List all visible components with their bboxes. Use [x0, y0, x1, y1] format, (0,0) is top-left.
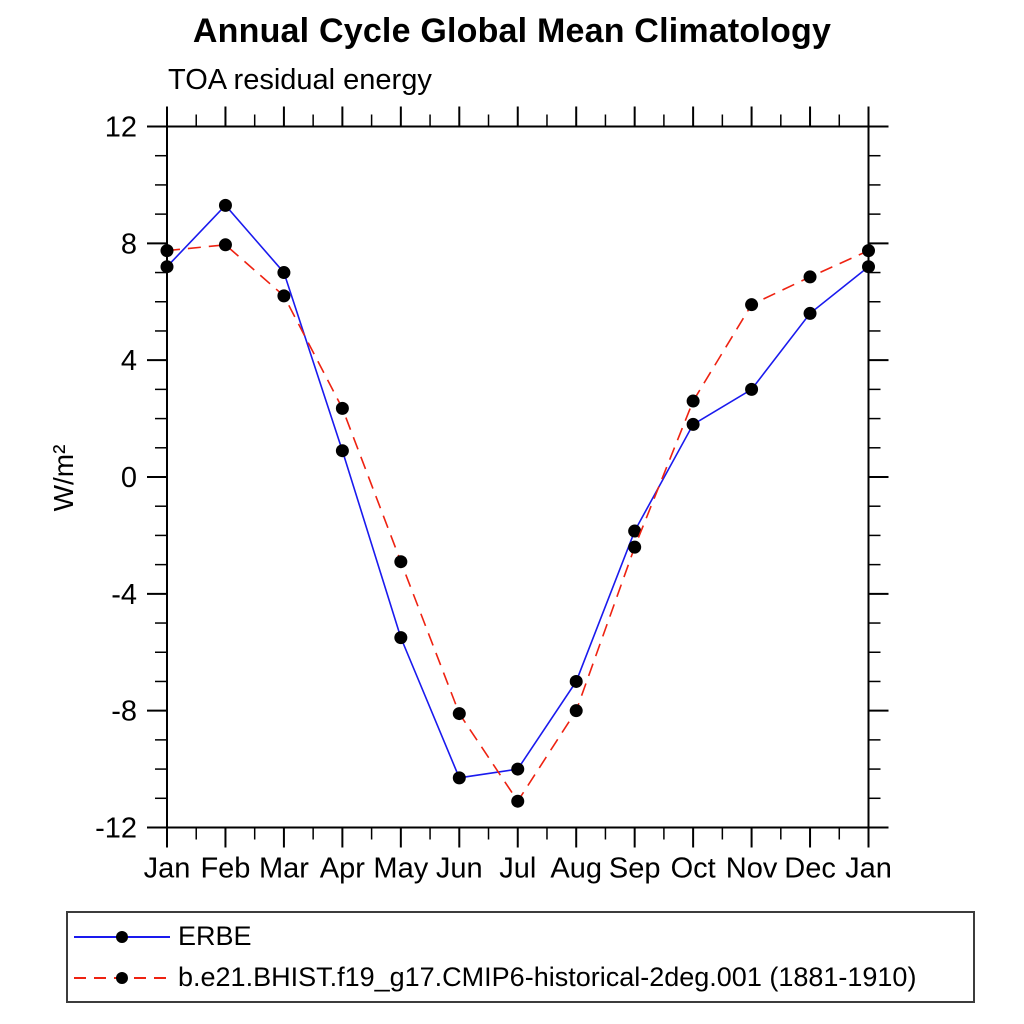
data-point	[160, 260, 174, 274]
svg-text:Dec: Dec	[784, 853, 836, 885]
svg-text:Aug: Aug	[550, 853, 602, 885]
data-point	[218, 198, 232, 212]
svg-text:Oct: Oct	[671, 853, 716, 885]
data-point	[511, 762, 525, 776]
legend-item-erbe: ERBE	[72, 916, 973, 957]
data-point	[745, 298, 759, 312]
y-ticks	[147, 125, 889, 829]
series-1	[160, 238, 875, 808]
y-tick-labels: -12 -8 -4 0 4 8 12	[95, 112, 137, 845]
svg-text:12: 12	[105, 112, 137, 144]
legend-line-sample-dashed	[74, 971, 170, 984]
chart-subtitle: TOA residual energy	[168, 64, 432, 96]
data-point	[686, 394, 700, 408]
data-point	[218, 238, 232, 252]
chart-title: Annual Cycle Global Mean Climatology	[192, 12, 832, 50]
data-point	[862, 244, 875, 258]
series-line-1	[166, 243, 869, 803]
legend-item-model: b.e21.BHIST.f19_g17.CMIP6-historical-2de…	[72, 957, 973, 998]
svg-text:Nov: Nov	[726, 853, 778, 885]
svg-text:8: 8	[121, 228, 137, 260]
legend-line-sample-solid	[74, 930, 170, 943]
data-point	[745, 382, 759, 396]
svg-text:Jan: Jan	[845, 853, 892, 885]
series-0	[160, 198, 875, 785]
svg-text:Apr: Apr	[320, 853, 365, 885]
legend-label-erbe: ERBE	[178, 921, 252, 951]
svg-text:May: May	[373, 853, 428, 885]
data-point	[335, 444, 349, 458]
svg-text:Jan: Jan	[144, 853, 191, 885]
data-point	[686, 417, 700, 431]
data-point	[511, 794, 525, 808]
data-point	[394, 631, 408, 645]
series-line-0	[166, 204, 869, 779]
data-point	[277, 266, 291, 280]
data-point	[803, 270, 817, 284]
legend: ERBE b.e21.BHIST.f19_g17.CMIP6-historica…	[66, 911, 975, 1003]
data-point	[394, 555, 408, 569]
x-tick-labels: Jan Feb Mar Apr May Jun Jul Aug Sep Oct Nov Dec Jan	[144, 853, 892, 885]
svg-text:-12: -12	[95, 813, 137, 845]
data-point	[803, 306, 817, 320]
data-point	[628, 524, 642, 538]
svg-text:Mar: Mar	[259, 853, 309, 885]
legend-label-model: b.e21.BHIST.f19_g17.CMIP6-historical-2de…	[178, 962, 917, 992]
svg-text:Feb: Feb	[200, 853, 250, 885]
axes-frame	[166, 125, 870, 829]
svg-text:Jul: Jul	[499, 853, 536, 885]
data-point	[452, 707, 466, 721]
svg-text:-8: -8	[111, 696, 137, 728]
svg-text:Jun: Jun	[436, 853, 483, 885]
data-point	[862, 260, 875, 274]
data-point	[628, 540, 642, 554]
data-point	[569, 704, 583, 718]
svg-text:4: 4	[121, 345, 137, 377]
data-point	[569, 674, 583, 688]
data-point	[160, 244, 174, 258]
svg-text:0: 0	[121, 462, 137, 494]
data-point	[452, 771, 466, 785]
data-point	[277, 289, 291, 303]
svg-text:Sep: Sep	[609, 853, 661, 885]
data-point	[335, 401, 349, 415]
x-ticks	[166, 106, 870, 848]
svg-text:-4: -4	[111, 579, 137, 611]
